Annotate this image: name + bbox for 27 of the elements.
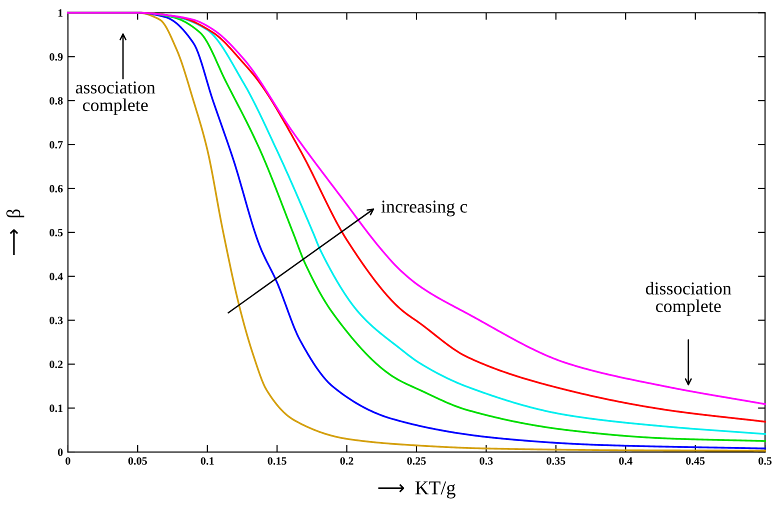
- x-tick-label: 0.3: [480, 457, 493, 465]
- annotation: dissociation complete: [646, 282, 732, 316]
- x-axis-title: ⟶ KT/g: [378, 481, 456, 498]
- y-tick-label: 0.2: [50, 360, 63, 368]
- x-tick-label: 0.1: [200, 457, 214, 465]
- y-tick-label: 0.6: [50, 184, 63, 192]
- y-tick-label: 0.8: [50, 97, 63, 105]
- y-tick-label: 1: [58, 9, 62, 17]
- y-tick-label: 0: [58, 448, 63, 456]
- x-tick-label: 0.25: [407, 457, 426, 465]
- x-tick-label: 0.2: [340, 457, 354, 465]
- y-axis-title: ⟶ β: [6, 209, 24, 256]
- y-tick-label: 0.3: [50, 316, 63, 324]
- y-tick-label: 0.5: [50, 228, 63, 236]
- y-tick-label: 0.7: [50, 140, 63, 149]
- x-tick-label: 0.45: [686, 457, 705, 465]
- y-tick-label: 0.1: [50, 404, 62, 412]
- x-tick-label: 0.4: [619, 457, 632, 465]
- y-tick-label: 0.9: [50, 53, 63, 61]
- annotation: increasing c: [381, 200, 468, 216]
- y-tick-label: 0.4: [50, 272, 63, 280]
- x-tick-label: 0.5: [758, 457, 772, 465]
- annotation: association complete: [76, 81, 156, 115]
- x-tick-label: 0.35: [546, 457, 566, 465]
- x-tick-label: 0.05: [128, 457, 147, 465]
- x-tick-label: 0.15: [268, 457, 286, 465]
- x-tick-label: 0: [66, 457, 70, 465]
